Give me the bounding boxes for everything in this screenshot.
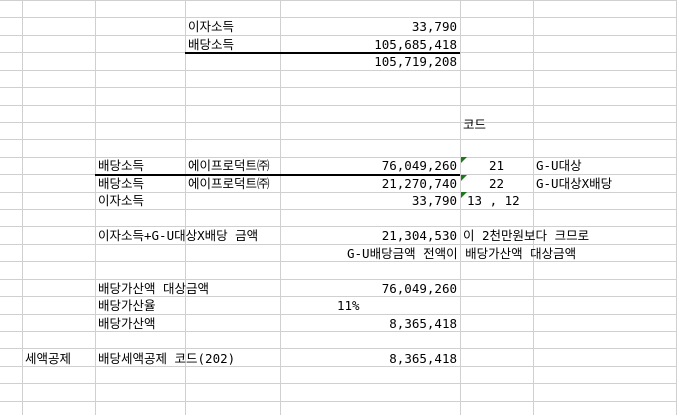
grid-row-line-23 <box>0 401 677 402</box>
cell-combined-note-line1[interactable]: 이 2천만원보다 크므로 <box>463 228 590 243</box>
cell-row1-payer[interactable]: 에이프로덕트㈜ <box>188 158 270 173</box>
cell-code-header[interactable]: 코드 <box>463 117 487 132</box>
cell-gross-up-amount-label[interactable]: 배당가산액 <box>98 316 156 331</box>
cell-row1-amount[interactable]: 76,049,260 <box>381 158 457 173</box>
cell-combined-note-line2[interactable]: G-U배당금액 전액이 배당가산액 대상금액 <box>347 246 577 261</box>
cell-row1-note[interactable]: G-U대상 <box>536 158 582 173</box>
grid-row-line-22 <box>0 383 677 384</box>
grid-column-line-b <box>95 0 96 415</box>
grid-row-line-14 <box>0 244 677 245</box>
cell-row2-amount[interactable]: 21,270,740 <box>381 176 457 191</box>
cell-tax-credit-category[interactable]: 세액공제 <box>25 351 72 366</box>
cell-interest-income-label[interactable]: 이자소득 <box>188 19 235 34</box>
grid-row-line-7 <box>0 122 677 123</box>
grid-row-line-11 <box>0 192 677 193</box>
cell-row2-code[interactable]: 22 <box>488 176 505 191</box>
cell-row2-payer[interactable]: 에이프로덕트㈜ <box>188 176 270 191</box>
cell-gross-up-amount-value[interactable]: 8,365,418 <box>389 316 457 331</box>
grid-row-line-15 <box>0 261 677 262</box>
cell-row3-type[interactable]: 이자소득 <box>98 193 145 208</box>
cell-tax-credit-label[interactable]: 배당세액공제 코드(202) <box>98 351 236 366</box>
grid-row-line-9 <box>0 157 677 158</box>
grid-row-line-18 <box>0 314 677 315</box>
grid-row-line-19 <box>0 331 677 332</box>
error-flag-icon[interactable] <box>461 175 467 181</box>
grid-row-line-1 <box>0 17 677 18</box>
grid-row-line-8 <box>0 139 677 140</box>
grid-row-line-16 <box>0 279 677 280</box>
cell-row2-note[interactable]: G-U대상X배당 <box>536 176 613 191</box>
grid-row-line-2 <box>0 35 677 36</box>
grid-column-line-a <box>22 0 23 415</box>
grid-row-line-12 <box>0 209 677 210</box>
grid-row-line-13 <box>0 226 677 227</box>
grid-column-line-d <box>280 0 281 415</box>
cell-gross-up-base-label[interactable]: 배당가산액 대상금액 <box>98 281 210 296</box>
cell-row2-type[interactable]: 배당소득 <box>98 176 145 191</box>
error-flag-icon[interactable] <box>461 157 467 163</box>
cell-gross-up-rate-value[interactable]: 11% <box>337 298 360 313</box>
cell-combined-value[interactable]: 21,304,530 <box>381 228 457 243</box>
total-underline-income <box>185 52 460 54</box>
cell-gross-up-rate-label[interactable]: 배당가산율 <box>98 298 156 313</box>
cell-combined-label[interactable]: 이자소득+G-U대상X배당 금액 <box>98 228 259 243</box>
grid-row-line-21 <box>0 366 677 367</box>
grid-row-line-4 <box>0 70 677 71</box>
grid-column-line-f <box>533 0 534 415</box>
grid-row-line-5 <box>0 87 677 88</box>
error-flag-icon[interactable] <box>461 192 467 198</box>
grid-row-line-0 <box>0 0 677 1</box>
grid-column-line-c <box>185 0 186 415</box>
cell-dividend-income-label[interactable]: 배당소득 <box>188 37 235 52</box>
cell-gross-up-base-value[interactable]: 76,049,260 <box>381 281 457 296</box>
total-underline-detail <box>95 174 460 176</box>
cell-row3-amount[interactable]: 33,790 <box>411 193 457 208</box>
cell-row1-type[interactable]: 배당소득 <box>98 158 145 173</box>
grid-row-line-20 <box>0 348 677 349</box>
grid-row-line-6 <box>0 105 677 106</box>
cell-income-total-value[interactable]: 105,719,208 <box>374 54 457 69</box>
cell-row1-code[interactable]: 21 <box>488 158 505 173</box>
cell-tax-credit-value[interactable]: 8,365,418 <box>389 351 457 366</box>
cell-dividend-income-value[interactable]: 105,685,418 <box>374 37 457 52</box>
grid-column-line-e <box>460 0 461 415</box>
cell-row3-code[interactable]: 13 , 12 <box>467 193 520 208</box>
grid-row-line-17 <box>0 296 677 297</box>
cell-interest-income-value[interactable]: 33,790 <box>411 19 457 34</box>
